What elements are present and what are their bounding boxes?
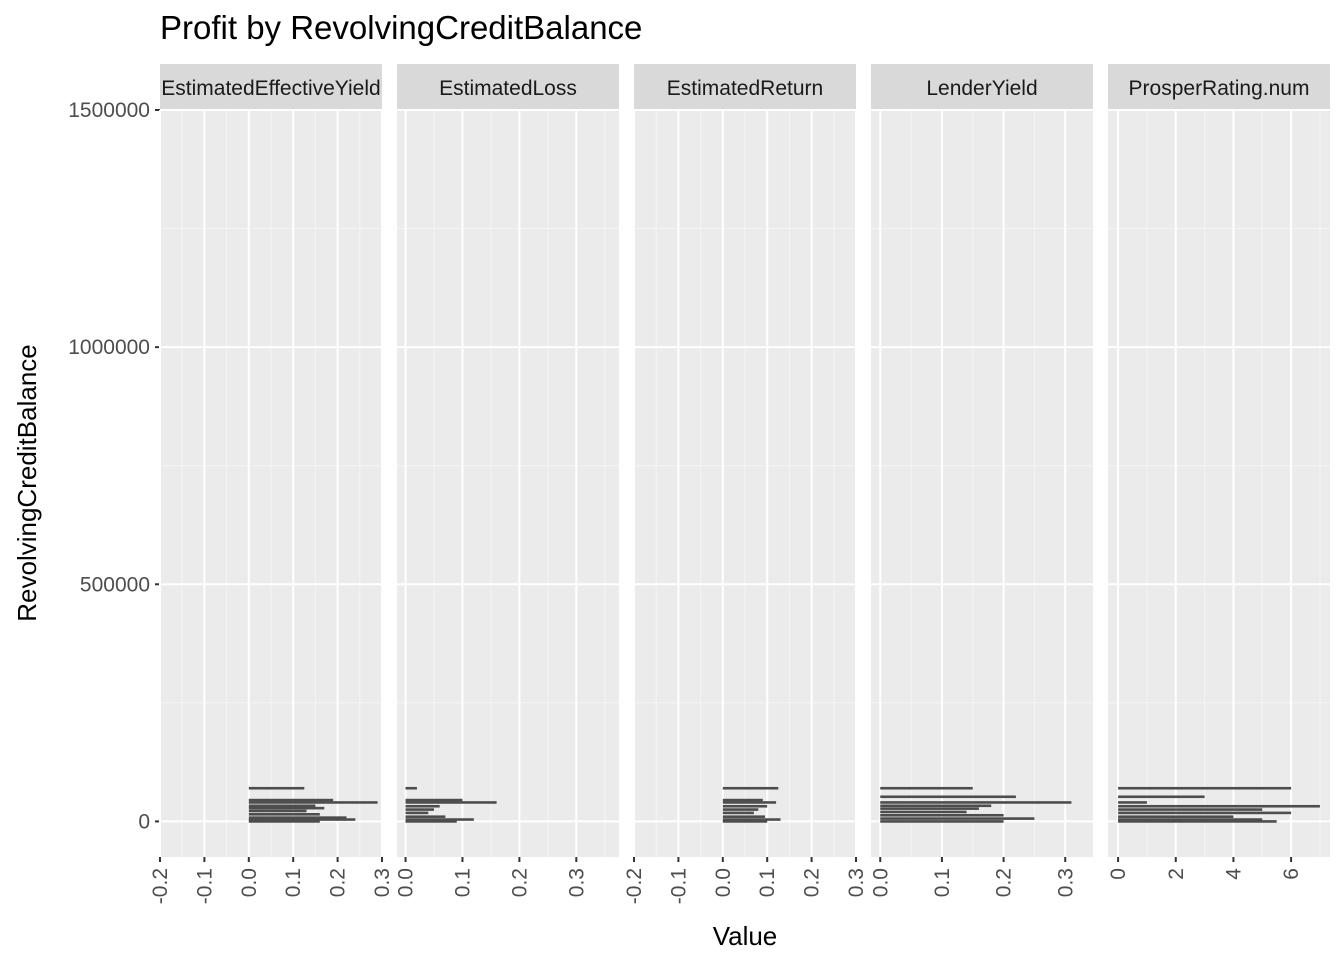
bar bbox=[722, 818, 781, 821]
facet-panel-lenderyield: LenderYield 0.0 0.1 0.2 0.3 bbox=[869, 64, 1093, 897]
bar bbox=[405, 798, 463, 802]
x-tick-label: 0.0 bbox=[712, 868, 735, 897]
facet-strip-label: EstimatedReturn bbox=[667, 77, 823, 100]
facet-strip bbox=[871, 64, 1093, 110]
chart-title: Profit by RevolvingCreditBalance bbox=[160, 9, 642, 46]
bar bbox=[405, 820, 457, 823]
bar bbox=[880, 813, 1004, 817]
y-tick-label: 0 bbox=[138, 810, 150, 833]
x-tick-label: 0.1 bbox=[282, 868, 305, 897]
bar bbox=[248, 809, 307, 813]
bar bbox=[880, 820, 1004, 823]
x-tick-label: 0.2 bbox=[993, 868, 1016, 897]
facet-strip-label: EstimatedEffectiveYield bbox=[161, 77, 380, 100]
facet-strip bbox=[634, 64, 856, 110]
facet-strip bbox=[160, 64, 382, 110]
bar bbox=[880, 804, 992, 808]
x-tick-label: 0.1 bbox=[931, 868, 954, 897]
x-tick-label: 0.0 bbox=[238, 868, 261, 897]
x-tick-label: 0.3 bbox=[1054, 868, 1077, 897]
bar bbox=[1118, 804, 1320, 808]
bar bbox=[722, 820, 768, 823]
facet-strip bbox=[397, 64, 619, 110]
x-tick-label: 6 bbox=[1280, 868, 1303, 880]
x-tick-label: 0 bbox=[1107, 868, 1130, 880]
bar bbox=[248, 798, 334, 802]
bar bbox=[405, 811, 429, 815]
facet-panels: EstimatedEffectiveYield -0.2 -0.1 0.0 0.1 0.2… bbox=[149, 64, 1330, 904]
y-tick-label: 500000 bbox=[80, 573, 150, 596]
bar bbox=[722, 798, 763, 802]
x-tick-label: 0.0 bbox=[395, 868, 418, 897]
x-tick-label: -0.1 bbox=[193, 868, 216, 904]
y-axis-title: RevolvingCreditBalance bbox=[12, 344, 42, 621]
bar bbox=[248, 820, 320, 823]
bar bbox=[880, 810, 967, 814]
bar bbox=[405, 786, 417, 790]
y-tick-label: 1000000 bbox=[68, 336, 150, 359]
bar bbox=[248, 816, 347, 819]
bar bbox=[880, 801, 1072, 804]
bar bbox=[405, 808, 434, 811]
facet-strip-label: ProsperRating.num bbox=[1129, 77, 1310, 100]
facet-panel-estimatedloss: EstimatedLoss 0.0 0.1 0.2 0.3 bbox=[395, 64, 619, 897]
bar bbox=[248, 813, 320, 816]
x-tick-label: 0.0 bbox=[869, 868, 892, 897]
x-tick-label: -0.1 bbox=[667, 868, 690, 904]
x-tick-label: 2 bbox=[1165, 868, 1188, 880]
bar bbox=[248, 804, 316, 808]
bar bbox=[1118, 818, 1263, 821]
x-tick-label: -0.2 bbox=[149, 868, 172, 904]
bar bbox=[405, 818, 474, 821]
bar bbox=[405, 815, 446, 818]
bar bbox=[880, 807, 979, 810]
facet-panel-estimatedeffectiveyield: EstimatedEffectiveYield -0.2 -0.1 0.0 0.1 0.2… bbox=[149, 64, 394, 904]
panel-background bbox=[397, 110, 619, 857]
bar bbox=[405, 804, 440, 808]
bar bbox=[722, 815, 765, 818]
facet-panel-prosperrating-num: ProsperRating.num 0 2 4 6 bbox=[1107, 64, 1330, 880]
facet-strip-label: EstimatedLoss bbox=[439, 77, 577, 100]
x-tick-label: 0.1 bbox=[756, 868, 779, 897]
x-tick-label: 0.3 bbox=[565, 868, 588, 897]
bar bbox=[1118, 795, 1205, 799]
bar bbox=[248, 818, 356, 821]
bar bbox=[880, 817, 1035, 820]
bar bbox=[722, 801, 777, 804]
bar bbox=[722, 808, 759, 811]
facet-strip bbox=[1108, 64, 1330, 110]
bar bbox=[1118, 815, 1234, 818]
x-tick-label: 0.1 bbox=[451, 868, 474, 897]
bar bbox=[1118, 820, 1277, 823]
x-tick-label: -0.2 bbox=[623, 868, 646, 904]
facet-panel-estimatedreturn: EstimatedReturn -0.2 -0.1 0.0 0.1 0.2 0.3 bbox=[623, 64, 868, 904]
y-tick-label: 1500000 bbox=[68, 99, 150, 122]
bar bbox=[1118, 786, 1292, 790]
bar bbox=[1118, 808, 1263, 811]
bar bbox=[722, 786, 779, 790]
x-axis-title: Value bbox=[713, 921, 778, 951]
x-tick-label: 0.2 bbox=[327, 868, 350, 897]
x-tick-label: 0.2 bbox=[508, 868, 531, 897]
bar bbox=[722, 804, 768, 808]
x-tick-label: 0.3 bbox=[371, 868, 394, 897]
bar bbox=[248, 806, 325, 810]
bar bbox=[1118, 811, 1292, 815]
x-tick-label: 0.2 bbox=[801, 868, 824, 897]
bar bbox=[248, 801, 378, 804]
panel-background bbox=[871, 110, 1093, 857]
x-tick-label: 4 bbox=[1222, 868, 1245, 880]
y-axis: 0 500000 1000000 1500000 bbox=[68, 99, 160, 833]
bar bbox=[722, 811, 754, 815]
bar bbox=[248, 786, 305, 790]
x-tick-label: 0.3 bbox=[845, 868, 868, 897]
bar bbox=[880, 786, 973, 790]
bar bbox=[405, 801, 497, 804]
bar bbox=[880, 795, 1016, 799]
bar bbox=[1118, 801, 1147, 804]
panel-background bbox=[1108, 110, 1330, 857]
facet-strip-label: LenderYield bbox=[926, 77, 1037, 100]
